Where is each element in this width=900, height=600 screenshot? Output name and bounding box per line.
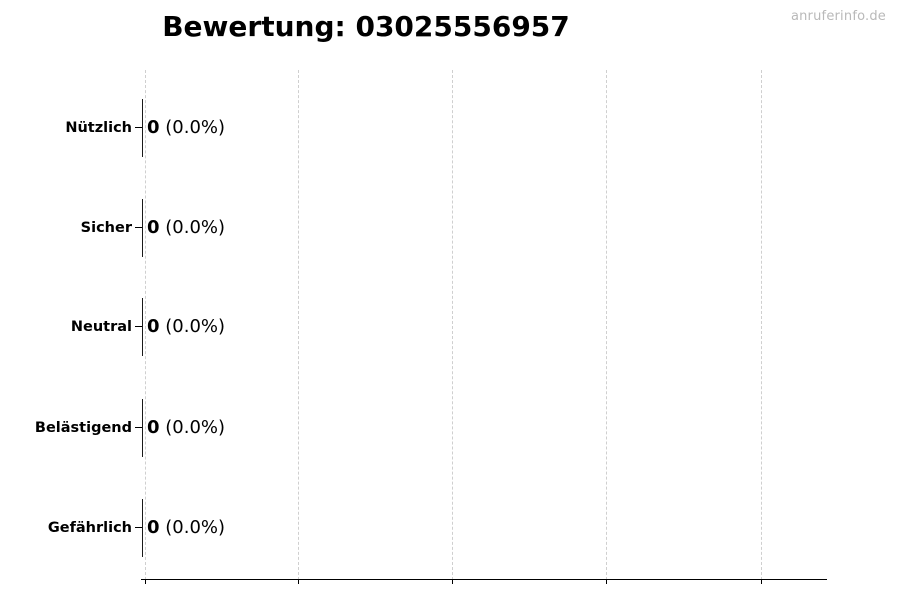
category-label: Sicher — [80, 220, 132, 236]
bar-value-label: 0 (0.0%) — [147, 418, 225, 438]
category-label: Belästigend — [34, 420, 132, 436]
category-label: Nützlich — [65, 120, 132, 136]
category-label: Neutral — [70, 319, 132, 335]
bar-count: 0 — [147, 316, 160, 337]
x-axis-tick — [606, 580, 607, 584]
bar-value-label: 0 (0.0%) — [147, 218, 225, 238]
bar-percent: (0.0%) — [159, 217, 226, 238]
bar-percent: (0.0%) — [159, 316, 226, 337]
x-gridline — [298, 70, 299, 580]
x-axis-tick — [452, 580, 453, 584]
bar-percent: (0.0%) — [159, 117, 226, 138]
bar-value-label: 0 (0.0%) — [147, 118, 225, 138]
category-label: Gefährlich — [47, 520, 132, 536]
bar-count: 0 — [147, 217, 160, 238]
bar — [142, 199, 143, 257]
bar — [142, 499, 143, 557]
bar — [142, 399, 143, 457]
plot-area — [141, 70, 827, 580]
bar-percent: (0.0%) — [159, 417, 226, 438]
x-axis-tick — [761, 580, 762, 584]
x-gridline — [761, 70, 762, 580]
bar-value-label: 0 (0.0%) — [147, 317, 225, 337]
x-axis-tick — [145, 580, 146, 584]
bar-count: 0 — [147, 517, 160, 538]
x-axis-line — [141, 579, 827, 580]
page-title: Bewertung: 03025556957 — [162, 10, 570, 43]
bar-percent: (0.0%) — [159, 517, 226, 538]
x-gridline — [452, 70, 453, 580]
y-axis-tick — [135, 326, 142, 327]
bar — [142, 99, 143, 157]
y-axis-tick — [135, 427, 142, 428]
bar-value-label: 0 (0.0%) — [147, 518, 225, 538]
y-axis-tick — [135, 227, 142, 228]
bar-count: 0 — [147, 117, 160, 138]
y-axis-tick — [135, 127, 142, 128]
bar — [142, 298, 143, 356]
x-gridline — [606, 70, 607, 580]
y-axis-tick — [135, 527, 142, 528]
x-axis-tick — [298, 580, 299, 584]
bar-count: 0 — [147, 417, 160, 438]
x-gridline — [145, 70, 146, 580]
watermark-label: anruferinfo.de — [790, 9, 886, 24]
